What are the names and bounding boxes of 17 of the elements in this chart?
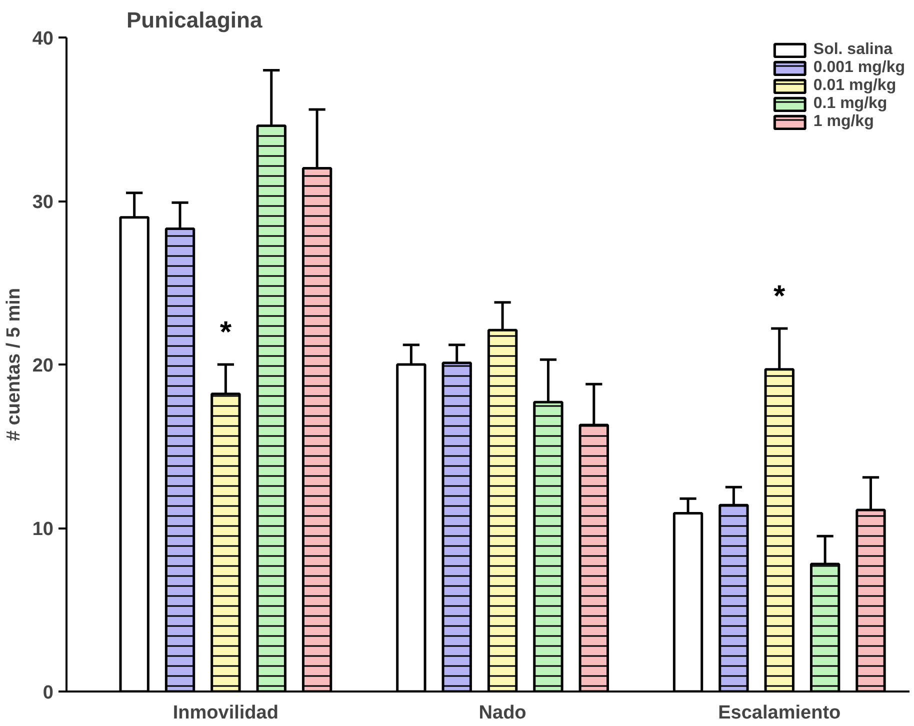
- legend-label: 0.1 mg/kg: [813, 95, 888, 113]
- x-tick-label: Escalamiento: [718, 702, 841, 724]
- y-tick-label: 0: [42, 682, 54, 704]
- legend-label: 1 mg/kg: [813, 113, 874, 131]
- y-tick-label: 20: [32, 356, 54, 376]
- y-tick-label: 10: [32, 519, 54, 540]
- x-tick-label: Inmovilidad: [172, 702, 278, 724]
- y-tick-label: 30: [32, 192, 54, 213]
- legend-label: Sol. salina: [813, 41, 893, 59]
- chart-title: Punicalagina: [126, 8, 263, 32]
- legend-label: 0.001 mg/kg: [813, 59, 905, 77]
- y-axis-title: # cuentas / 5 min: [3, 288, 24, 442]
- annotation: *: [220, 316, 232, 349]
- y-tick-label: 40: [32, 28, 54, 50]
- legend-label: 0.01 mg/kg: [813, 77, 896, 95]
- annotation: *: [774, 280, 786, 314]
- x-tick-label: Nado: [478, 702, 526, 724]
